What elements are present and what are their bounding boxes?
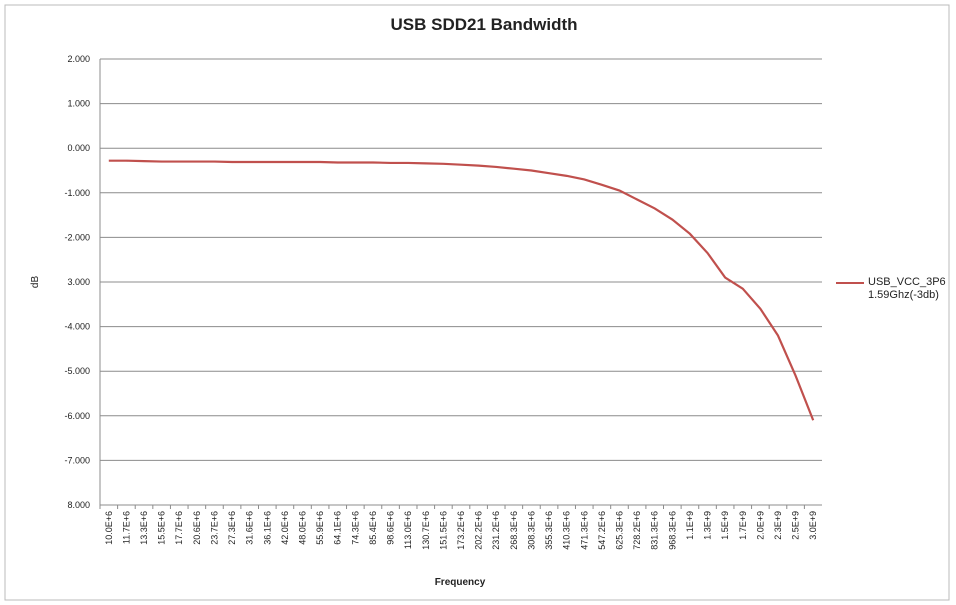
y-tick-label: -4.000	[64, 322, 90, 332]
x-tick-label: 173.2E+6	[456, 511, 466, 550]
x-tick-label: 202.2E+6	[474, 511, 484, 550]
x-tick-label: 113.0E+6	[403, 511, 413, 549]
x-tick-label: 831.3E+6	[650, 511, 660, 550]
x-tick-label: 1.3E+9	[703, 511, 713, 540]
x-tick-label: 3.0E+9	[808, 511, 818, 540]
x-tick-label: 27.3E+6	[227, 511, 237, 545]
x-tick-label: 85.4E+6	[368, 511, 378, 545]
legend-label: USB_VCC_3P6 1.59Ghz(-3db)	[868, 276, 946, 301]
y-tick-label: -6.000	[64, 411, 90, 421]
x-tick-label: 2.5E+9	[791, 511, 801, 540]
x-axis-label: Frequency	[435, 577, 486, 588]
y-tick-label: -5.000	[64, 366, 90, 376]
x-tick-label: 36.1E+6	[262, 511, 272, 545]
y-tick-label: 8.000	[67, 500, 90, 510]
x-tick-label: 23.7E+6	[209, 511, 219, 545]
x-tick-label: 471.3E+6	[579, 511, 589, 550]
x-tick-label: 130.7E+6	[421, 511, 431, 550]
x-tick-label: 231.2E+6	[491, 511, 501, 550]
x-tick-label: 74.3E+6	[350, 511, 360, 545]
x-tick-label: 31.6E+6	[245, 511, 255, 545]
x-tick-label: 1.7E+9	[738, 511, 748, 540]
legend: USB_VCC_3P6 1.59Ghz(-3db)	[836, 276, 952, 302]
x-tick-label: 11.7E+6	[121, 511, 131, 544]
line-series	[108, 159, 815, 421]
y-tick-label: -2.000	[64, 232, 90, 242]
chart-border	[4, 4, 950, 601]
x-tick-label: 151.5E+6	[438, 511, 448, 550]
x-tick-label: 268.3E+6	[509, 511, 519, 550]
x-tick-label: 10.0E+6	[104, 511, 114, 545]
x-tick-label: 728.2E+6	[632, 511, 642, 550]
x-tick-label: 20.6E+6	[192, 511, 202, 545]
y-tick-label: -1.000	[64, 188, 90, 198]
x-tick-label: 98.6E+6	[386, 511, 396, 545]
x-tick-label: 55.9E+6	[315, 511, 325, 545]
x-tick-label: 410.3E+6	[562, 511, 572, 550]
x-tick-label: 48.0E+6	[298, 511, 308, 545]
x-tick-label: 1.1E+9	[685, 511, 695, 540]
legend-swatch	[836, 282, 864, 284]
y-axis-label: dB	[30, 276, 41, 289]
x-tick-label: 1.5E+9	[720, 511, 730, 540]
x-tick-label: 308.3E+6	[526, 511, 536, 550]
x-tick-label: 2.0E+9	[755, 511, 765, 540]
x-tick-label: 13.3E+6	[139, 511, 149, 545]
y-tick-label: 0.000	[67, 143, 90, 153]
x-tick-label: 355.3E+6	[544, 511, 554, 550]
chart-title: USB SDD21 Bandwidth	[390, 15, 577, 34]
x-tick-label: 64.1E+6	[333, 511, 343, 545]
x-tick-label: 968.3E+6	[667, 511, 677, 550]
x-tick-label: 2.3E+9	[773, 511, 783, 540]
x-tick-label: 42.0E+6	[280, 511, 290, 545]
x-tick-label: 547.2E+6	[597, 511, 607, 550]
y-tick-label: 3.000	[67, 277, 90, 287]
y-tick-label: 2.000	[67, 54, 90, 64]
y-tick-label: -7.000	[64, 455, 90, 465]
x-tick-label: 17.7E+6	[174, 511, 184, 545]
y-tick-label: 1.000	[67, 99, 90, 109]
x-tick-label: 625.3E+6	[614, 511, 624, 550]
x-tick-label: 15.5E+6	[157, 511, 167, 545]
